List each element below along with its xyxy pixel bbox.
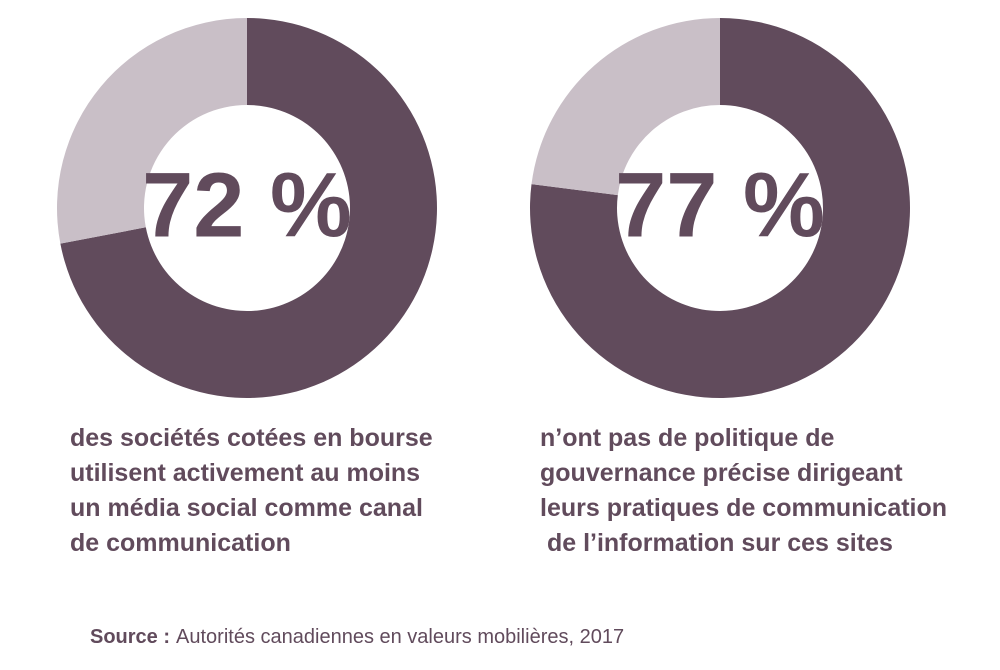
caption-line: leurs pratiques de communication — [540, 494, 947, 522]
source-label: Source : — [90, 626, 170, 648]
caption-line: de l’information sur ces sites — [540, 529, 893, 557]
caption-line: des sociétés cotées en bourse — [70, 424, 433, 452]
source-line: Source : Autorités canadiennes en valeurs… — [90, 626, 624, 648]
caption-line: gouvernance précise dirigeant — [540, 459, 903, 487]
caption-line: de communication — [70, 529, 291, 557]
source-text: Autorités canadiennes en valeurs mobiliè… — [176, 626, 624, 648]
caption-line: un média social comme canal — [70, 494, 423, 522]
caption-line: utilisent activement au moins — [70, 459, 420, 487]
donut-segment — [60, 18, 437, 398]
donut-segment — [530, 18, 911, 398]
center-value: 72 % — [142, 154, 352, 256]
caption-line: n’ont pas de politique de — [540, 424, 835, 452]
donut-segment — [531, 18, 720, 196]
center-value: 77 % — [615, 154, 825, 256]
donut-segment — [56, 18, 248, 244]
